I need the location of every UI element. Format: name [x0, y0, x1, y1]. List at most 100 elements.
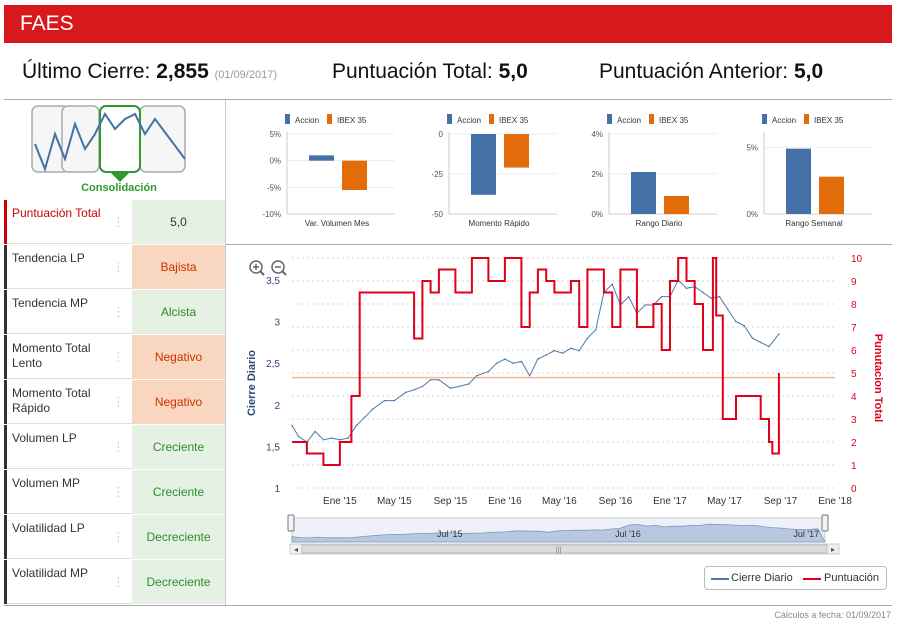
x-tick-label: Ene '16 [488, 496, 522, 507]
price-point [297, 435, 300, 438]
price-point [355, 424, 358, 427]
total-score: Puntuación Total: 5,0 [332, 60, 528, 84]
indicator-label: Volatilidad MP [4, 560, 116, 604]
indicator-value: Alcista [132, 290, 225, 334]
total-score-label: Puntuación Total: [332, 60, 493, 83]
price-legend-label: Cierre Diario [731, 572, 793, 584]
right-tick-label: 9 [851, 277, 857, 288]
bar-ibex [342, 160, 367, 190]
indicator-label: Volumen MP [4, 470, 116, 514]
info-dots-icon[interactable]: ⋮ [112, 574, 125, 589]
navigator-label: Jul '17 [793, 529, 819, 539]
indicator-value: 5,0 [132, 200, 225, 244]
indicator-value: Negativo [132, 335, 225, 379]
indicator-value: Decreciente [132, 515, 225, 559]
info-dots-icon[interactable]: ⋮ [112, 259, 125, 274]
bar-accion [786, 148, 811, 214]
navigator-label: Jul '15 [437, 529, 463, 539]
right-tick-label: 5 [851, 369, 857, 380]
category-label: Var. Volumen Mes [305, 219, 369, 228]
price-point [314, 430, 316, 433]
indicator-label: Puntuación Total [4, 200, 116, 244]
price-point [393, 399, 396, 402]
indicator-value: Bajista [132, 245, 225, 289]
legend-accion-swatch [762, 114, 767, 124]
previous-score-label: Puntuación Anterior: [599, 60, 789, 83]
consolidation-label: Consolidación [81, 182, 157, 194]
y-tick-label: 0% [746, 210, 758, 219]
price-point [702, 291, 704, 294]
indicator-row: Tendencia LP ⋮ Bajista [4, 245, 225, 289]
price-point [322, 438, 325, 441]
navigator-left-handle[interactable] [287, 514, 295, 532]
price-point [660, 295, 663, 298]
navigator-label: Jul '16 [615, 529, 641, 539]
y-tick-label: 4% [591, 130, 603, 139]
info-dots-icon[interactable]: ⋮ [112, 304, 125, 319]
price-point [578, 349, 580, 352]
category-label: Momento Rápido [469, 219, 530, 228]
left-tick-label: 1 [274, 484, 280, 495]
info-dots-icon[interactable]: ⋮ [112, 484, 125, 499]
right-tick-label: 2 [851, 438, 857, 449]
price-point [553, 349, 556, 352]
legend-accion-label: Accion [295, 116, 319, 125]
info-dots-icon[interactable]: ⋮ [112, 529, 125, 544]
indicator-row: Tendencia MP ⋮ Alcista [4, 290, 225, 334]
y-tick-label: 2% [591, 170, 603, 179]
scroll-right-arrow-icon[interactable]: ▸ [831, 545, 835, 554]
scroll-grip-icon: ||| [556, 547, 562, 554]
price-point [528, 374, 531, 377]
indicator-row: Momento Total Lento ⋮ Negativo [4, 335, 225, 379]
left-tick-label: 2,5 [266, 359, 280, 370]
info-dots-icon[interactable]: ⋮ [112, 349, 125, 364]
x-tick-label: Sep '17 [764, 496, 798, 507]
divider [225, 100, 226, 605]
price-point [339, 438, 341, 441]
price-point [594, 329, 597, 331]
info-dots-icon[interactable]: ⋮ [112, 214, 125, 229]
scrollbar-thumb[interactable] [301, 544, 828, 554]
main-chart-legend[interactable]: Cierre Diario Puntuación [704, 566, 887, 590]
legend-accion-label: Accion [457, 116, 481, 125]
price-point [768, 345, 770, 348]
x-tick-label: May '17 [707, 496, 742, 507]
x-tick-label: May '15 [377, 496, 412, 507]
total-score-value: 5,0 [498, 60, 528, 83]
info-dots-icon[interactable]: ⋮ [112, 439, 125, 454]
x-tick-label: Ene '17 [653, 496, 687, 507]
bar-accion [309, 155, 334, 161]
price-point [291, 424, 293, 427]
price-point [487, 370, 490, 373]
zoom-out-icon[interactable] [271, 260, 287, 276]
legend-ibex-swatch [327, 114, 332, 124]
legend-accion-swatch [285, 114, 290, 124]
price-point [743, 324, 746, 327]
price-point [718, 295, 721, 298]
price-point [726, 308, 729, 310]
price-legend-swatch-icon [711, 578, 729, 580]
price-series-line [291, 279, 780, 443]
last-close-date: (01/09/2017) [214, 69, 277, 81]
navigator-right-handle[interactable] [821, 514, 829, 532]
price-point [685, 287, 688, 290]
indicator-value: Creciente [132, 425, 225, 469]
scroll-left-arrow-icon[interactable]: ◂ [294, 545, 298, 554]
info-dots-icon[interactable]: ⋮ [112, 394, 125, 409]
zoom-in-icon[interactable] [249, 260, 265, 276]
price-point [611, 283, 613, 285]
indicator-row: Volatilidad LP ⋮ Decreciente [4, 515, 225, 559]
price-point [545, 354, 547, 356]
price-point [570, 347, 572, 350]
price-point [512, 362, 514, 364]
indicator-label: Volumen LP [4, 425, 116, 469]
left-tick-label: 1,5 [266, 442, 280, 453]
indicator-row: Volatilidad MP ⋮ Decreciente [4, 560, 225, 604]
indicator-label: Tendencia LP [4, 245, 116, 289]
price-point [520, 360, 523, 363]
right-tick-label: 1 [851, 461, 857, 472]
right-tick-label: 7 [851, 323, 857, 334]
x-tick-label: Ene '18 [818, 496, 852, 507]
indicator-label: Momento Total Rápido [4, 380, 116, 424]
indicator-row: Volumen MP ⋮ Creciente [4, 470, 225, 514]
